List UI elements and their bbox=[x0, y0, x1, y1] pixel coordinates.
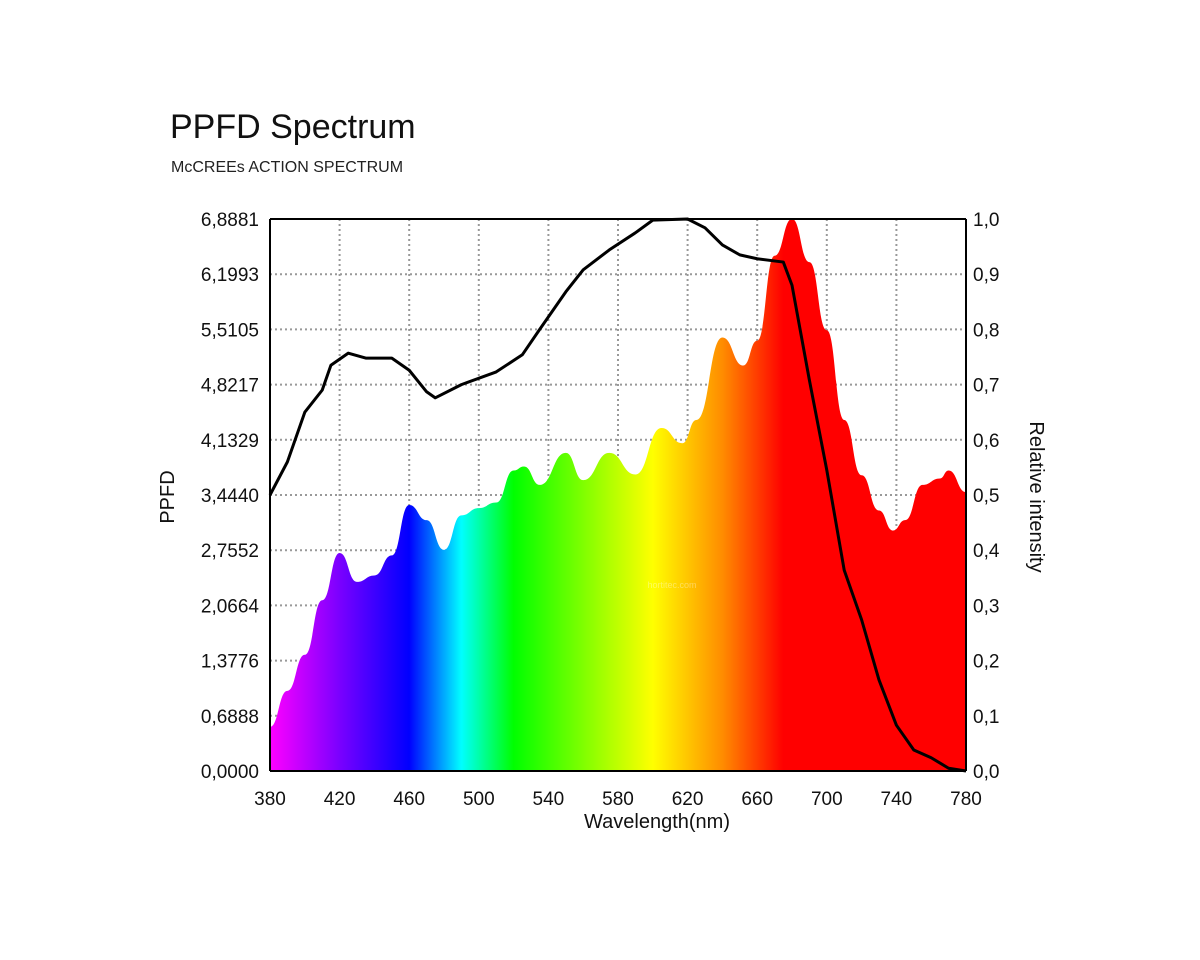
y-tick-label: 2,7552 bbox=[201, 541, 259, 562]
ppfd-spectrum-fill bbox=[270, 218, 966, 772]
y-tick-label: 0,0000 bbox=[201, 762, 259, 783]
y-tick-label: 4,1329 bbox=[201, 431, 259, 452]
x-tick-label: 740 bbox=[881, 789, 913, 810]
watermark: hortitec.com bbox=[647, 580, 696, 590]
x-tick-label: 380 bbox=[254, 789, 286, 810]
y2-tick-label: 0,9 bbox=[973, 265, 999, 286]
x-tick-label: 580 bbox=[602, 789, 634, 810]
y2-tick-label: 1,0 bbox=[973, 210, 999, 231]
y-tick-label: 5,5105 bbox=[201, 320, 259, 341]
x-tick-label: 660 bbox=[741, 789, 773, 810]
relative-intensity-line bbox=[268, 217, 967, 773]
y2-tick-label: 0,1 bbox=[973, 707, 999, 728]
y-tick-label: 1,3776 bbox=[201, 652, 259, 673]
chart-subtitle: McCREEs ACTION SPECTRUM bbox=[171, 159, 404, 176]
y2-axis-label: Relative intensity bbox=[1025, 421, 1047, 572]
spectrum-area: hortitec.com bbox=[270, 218, 966, 772]
y-tick-label: 6,1993 bbox=[201, 265, 259, 286]
y-tick-label: 0,6888 bbox=[201, 707, 259, 728]
ticks: 380 420 460 500 540 580 620 660 700 740 780 0,0000 0… bbox=[201, 210, 1000, 810]
x-tick-label: 460 bbox=[393, 789, 425, 810]
x-tick-label: 620 bbox=[672, 789, 704, 810]
x-tick-label: 540 bbox=[533, 789, 565, 810]
y2-tick-label: 0,8 bbox=[973, 320, 999, 341]
y2-tick-label: 0,6 bbox=[973, 431, 999, 452]
intensity-line-group bbox=[268, 217, 967, 773]
x-tick-label: 420 bbox=[324, 789, 356, 810]
y2-tick-label: 0,3 bbox=[973, 596, 999, 617]
y2-tick-label: 0,0 bbox=[973, 762, 999, 783]
x-axis-label: Wavelength(nm) bbox=[584, 811, 730, 833]
chart-title: PPFD Spectrum bbox=[170, 108, 416, 146]
x-tick-label: 500 bbox=[463, 789, 495, 810]
y-tick-label: 2,0664 bbox=[201, 596, 260, 617]
y2-tick-label: 0,2 bbox=[973, 652, 999, 673]
y-tick-label: 4,8217 bbox=[201, 376, 259, 397]
x-tick-label: 780 bbox=[950, 789, 982, 810]
y-tick-label: 3,4440 bbox=[201, 486, 259, 507]
y2-tick-label: 0,4 bbox=[973, 541, 1000, 562]
y-tick-label: 6,8881 bbox=[201, 210, 259, 231]
plot-frame bbox=[269, 218, 967, 772]
y2-tick-label: 0,5 bbox=[973, 486, 999, 507]
x-tick-label: 700 bbox=[811, 789, 843, 810]
y-axis-label: PPFD bbox=[157, 470, 179, 523]
y2-tick-label: 0,7 bbox=[973, 376, 999, 397]
